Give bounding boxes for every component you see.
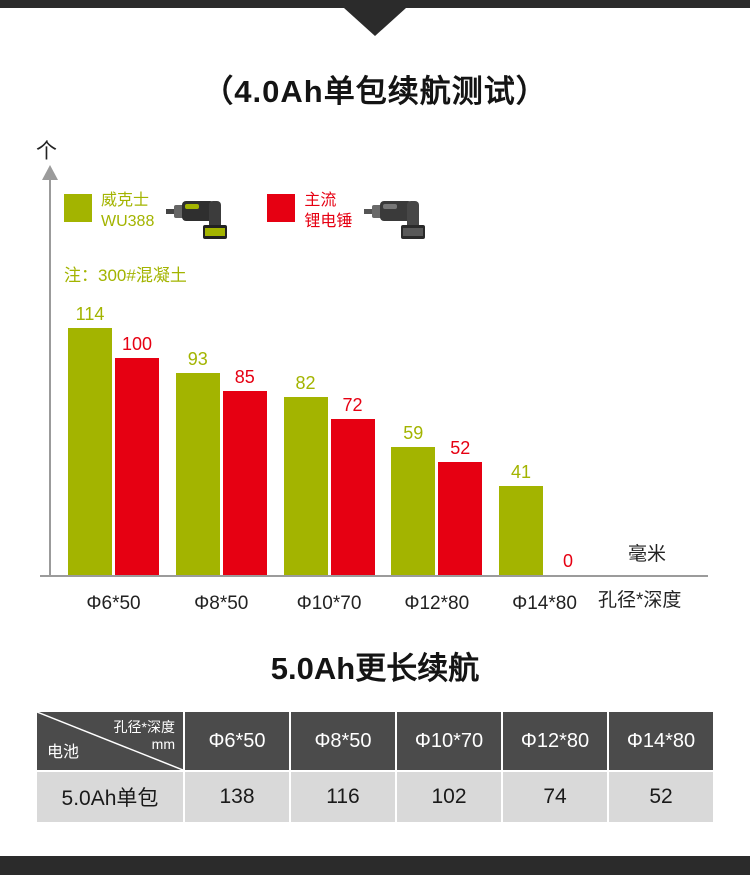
bar: 85 — [222, 367, 267, 575]
x-axis-line — [40, 575, 708, 577]
bar-group: 114 100 Φ6*50 — [68, 304, 159, 614]
bar-rect — [391, 447, 436, 575]
table-corner-cell: 孔径*深度 mm 电池 — [37, 712, 183, 770]
bar: 0 — [546, 551, 590, 575]
bar-value-label: 52 — [450, 438, 471, 458]
bar-value-label: 114 — [75, 304, 105, 324]
bar-group: 59 52 Φ12*80 — [391, 423, 483, 614]
bar-group: 82 72 Φ10*70 — [283, 373, 375, 614]
bar-rect — [115, 358, 159, 575]
legend-item-competitor: 主流 锂电锤 — [267, 191, 427, 243]
x-axis-title: 孔径*深度 — [598, 590, 682, 611]
rotary-hammer-wu388-icon — [166, 201, 228, 239]
chart-note: 注：300#混凝土 — [64, 266, 187, 285]
bar-rect — [68, 328, 112, 575]
chart-bar-groups: 114 100 Φ6*50 93 85 Φ8*50 82 72 Φ10*70 59 52 Φ12*80… — [68, 304, 590, 614]
corner-label-top-text: 孔径*深度 — [113, 719, 175, 735]
corner-label-bottom: 电池 — [47, 744, 80, 761]
bar: 41 — [499, 462, 543, 575]
y-axis-unit-label: 个 — [36, 140, 57, 163]
legend-line: 威克士 — [101, 192, 150, 209]
page-title: （4.0Ah单包续航测试） — [202, 74, 548, 109]
bar: 93 — [175, 349, 220, 575]
diagonal-divider — [37, 712, 183, 770]
rotary-hammer-competitor-icon — [364, 201, 426, 239]
table-col-header: Φ10*70 — [397, 712, 501, 770]
x-tick-label: Φ8*50 — [194, 593, 249, 614]
x-tick-label: Φ6*50 — [86, 593, 141, 614]
y-axis-line — [49, 178, 51, 577]
x-tick-label: Φ14*80 — [512, 593, 577, 614]
bar: 59 — [391, 423, 436, 575]
corner-label-top: 孔径*深度 mm — [114, 719, 175, 753]
bar-rect — [330, 419, 375, 575]
chart-legend: 威克士 WU388 主流 锂电锤 — [64, 191, 427, 243]
endurance-bar-chart: 个 威克士 WU388 — [0, 135, 750, 627]
top-dark-strip — [0, 0, 750, 8]
bar-group: 93 85 Φ8*50 — [175, 349, 267, 614]
bar-value-label: 72 — [342, 395, 363, 415]
bar-rect — [283, 397, 328, 575]
legend-swatch-green — [64, 194, 92, 222]
x-axis-unit-label: 毫米 — [628, 544, 667, 565]
bar: 52 — [438, 438, 483, 575]
legend-swatch-red — [267, 194, 296, 222]
table-col-header: Φ6*50 — [185, 712, 289, 770]
bottom-dark-strip — [0, 856, 750, 875]
x-tick-label: Φ12*80 — [404, 593, 470, 614]
table-cell: 74 — [503, 772, 607, 822]
bar: 72 — [330, 395, 375, 575]
bar-value-label: 100 — [121, 334, 153, 354]
bar: 82 — [283, 373, 328, 575]
table-col-header: Φ12*80 — [503, 712, 607, 770]
legend-label-wu388: 威克士 WU388 — [101, 191, 154, 233]
down-triangle-icon — [344, 8, 406, 36]
bar-rect — [222, 391, 267, 575]
endurance-table: 孔径*深度 mm 电池 Φ6*50 Φ8*50 Φ10*70 Φ12*80 Φ1… — [37, 712, 713, 822]
bar-value-label: 82 — [295, 373, 316, 393]
y-axis-arrow-icon — [42, 165, 58, 180]
x-tick-label: Φ10*70 — [296, 593, 362, 614]
section-title: 5.0Ah更长续航 — [270, 651, 480, 686]
bar: 100 — [115, 334, 159, 575]
bar: 114 — [68, 304, 112, 575]
table-col-header: Φ14*80 — [609, 712, 713, 770]
bar-rect — [175, 373, 220, 575]
bar-value-label: 85 — [234, 367, 255, 387]
legend-line: 主流 — [304, 192, 337, 209]
table-col-header: Φ8*50 — [291, 712, 395, 770]
table-cell: 116 — [291, 772, 395, 822]
legend-line: WU388 — [101, 212, 155, 230]
table-cell: 52 — [609, 772, 713, 822]
table-cell: 102 — [397, 772, 501, 822]
bar-rect — [438, 462, 483, 575]
legend-item-wu388: 威克士 WU388 — [64, 191, 229, 243]
table-row-label: 5.0Ah单包 — [37, 772, 183, 822]
bar-value-label: 41 — [510, 462, 532, 482]
bar-value-label: 59 — [403, 423, 424, 443]
bar-value-label: 93 — [187, 349, 208, 369]
table-cell: 138 — [185, 772, 289, 822]
corner-label-top-unit: mm — [151, 735, 175, 752]
bar-rect — [499, 486, 543, 575]
bar-group: 41 0 Φ14*80 — [499, 462, 590, 614]
bar-value-label: 0 — [562, 551, 573, 571]
legend-label-competitor: 主流 锂电锤 — [304, 191, 352, 233]
legend-line: 锂电锤 — [304, 212, 353, 230]
